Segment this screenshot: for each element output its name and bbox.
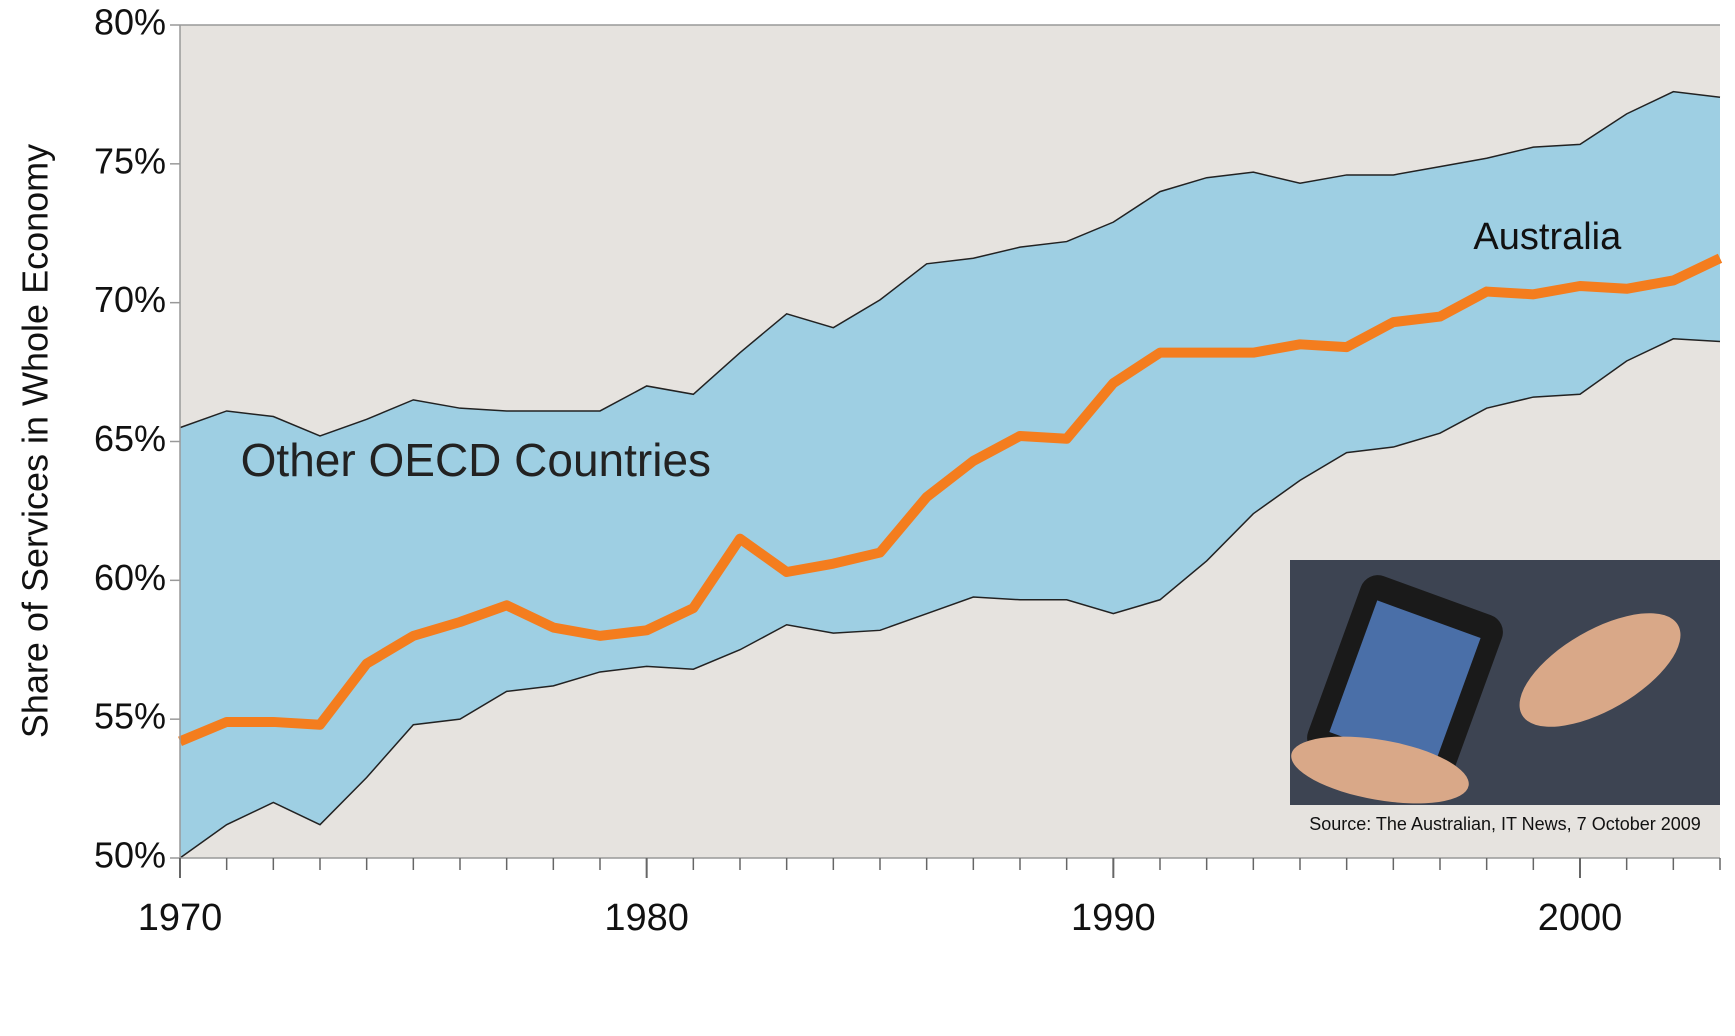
y-tick-label: 65% bbox=[94, 418, 166, 459]
plot-layer: Australia Other OECD Countries 50% 55% 60% 65… bbox=[94, 2, 1723, 939]
x-tick-label: 1990 bbox=[1071, 897, 1156, 939]
y-tick-label: 75% bbox=[94, 140, 166, 181]
x-tick-label: 1980 bbox=[604, 897, 689, 939]
y-tick-label: 70% bbox=[94, 279, 166, 320]
y-tick-label: 80% bbox=[94, 2, 166, 43]
series-line bbox=[178, 253, 1723, 746]
x-tick-label: 2000 bbox=[1538, 897, 1623, 939]
y-tick-label: 50% bbox=[94, 835, 166, 876]
band-edge bbox=[179, 338, 1721, 859]
source-note: Source: The Australian, IT News, 7 Octob… bbox=[1309, 814, 1701, 834]
y-tick-label: 55% bbox=[94, 696, 166, 737]
y-tick-label: 60% bbox=[94, 557, 166, 598]
series-label: Australia bbox=[1473, 216, 1622, 258]
band-label: Other OECD Countries bbox=[241, 434, 711, 486]
photo bbox=[1290, 560, 1720, 805]
x-tick-label: 1970 bbox=[138, 897, 223, 939]
y-axis-label: Share of Services in Whole Economy bbox=[15, 144, 56, 738]
band-edge bbox=[179, 90, 1721, 437]
